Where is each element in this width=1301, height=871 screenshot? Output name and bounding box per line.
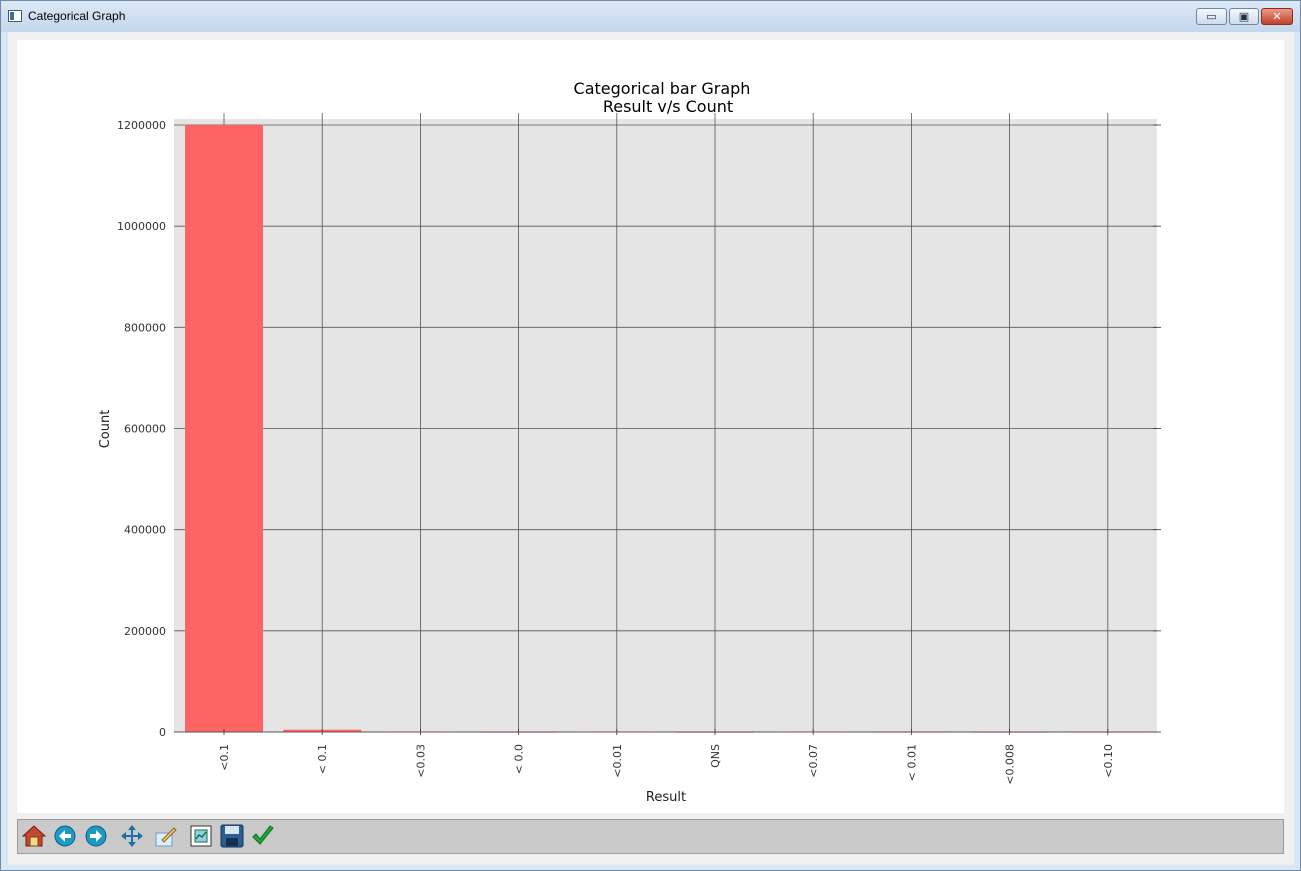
close-button[interactable]: ✕	[1261, 8, 1293, 25]
app-icon	[8, 10, 22, 22]
window-title: Categorical Graph	[28, 9, 126, 23]
bar	[185, 125, 263, 732]
y-tick-label: 800000	[124, 321, 166, 334]
chart-title: Categorical bar Graph	[574, 79, 751, 98]
navigation-toolbar	[17, 819, 1284, 854]
forward-button[interactable]	[84, 824, 108, 848]
y-tick-labels: 0 200000 400000 600000 800000 1000000 1200000	[117, 119, 166, 739]
back-arrow-icon	[54, 825, 76, 847]
title-bar[interactable]: Categorical Graph ▭ ▣ ✕	[1, 1, 1300, 32]
zoom-icon	[155, 827, 177, 847]
y-tick-label: 200000	[124, 625, 166, 638]
chart-subtitle: Result v/s Count	[603, 97, 733, 116]
save-icon	[220, 824, 244, 848]
y-tick-label: 1200000	[117, 119, 166, 132]
pan-icon	[121, 825, 143, 847]
pan-button[interactable]	[120, 824, 144, 848]
x-axis-label: Result	[646, 790, 686, 805]
maximize-button[interactable]: ▣	[1229, 8, 1259, 25]
home-icon	[22, 825, 46, 847]
configure-subplots-button[interactable]	[189, 824, 213, 848]
edit-button[interactable]	[251, 824, 275, 848]
y-tick-label: 400000	[124, 524, 166, 537]
y-tick-label: 1000000	[117, 220, 166, 233]
x-tick-label: <0.10	[1102, 744, 1115, 778]
figure-canvas[interactable]: Categorical bar Graph Result v/s Count 0…	[17, 40, 1284, 813]
x-tick-label: < 0.0	[513, 744, 526, 774]
x-tick-label: <0.07	[807, 744, 820, 778]
plot-area	[174, 119, 1157, 732]
client-area: Categorical bar Graph Result v/s Count 0…	[8, 32, 1294, 865]
forward-arrow-icon	[85, 825, 107, 847]
x-tick-labels: <0.1 < 0.1 <0.03 < 0.0 <0.01 QNS <0.07 < 0.01 <0…	[218, 744, 1115, 785]
edit-check-icon	[252, 825, 274, 845]
x-tick-label: <0.008	[1004, 744, 1017, 785]
x-tick-label: <0.1	[218, 744, 231, 771]
save-button[interactable]	[220, 824, 244, 848]
zoom-button[interactable]	[154, 824, 178, 848]
x-tick-label: < 0.01	[905, 744, 918, 781]
x-tick-label: <0.03	[414, 744, 427, 778]
ticks	[174, 124, 1161, 735]
back-button[interactable]	[53, 824, 77, 848]
y-axis-label: Count	[98, 410, 113, 449]
y-tick-label: 0	[159, 726, 166, 739]
x-tick-label: < 0.1	[316, 744, 329, 774]
minimize-button[interactable]: ▭	[1196, 8, 1227, 25]
x-tick-label: <0.01	[611, 744, 624, 778]
x-tick-label: QNS	[709, 744, 722, 768]
bar-chart: Categorical bar Graph Result v/s Count 0…	[98, 79, 1161, 805]
configure-subplots-icon	[190, 825, 212, 847]
home-button[interactable]	[22, 824, 46, 848]
y-tick-label: 600000	[124, 423, 166, 436]
